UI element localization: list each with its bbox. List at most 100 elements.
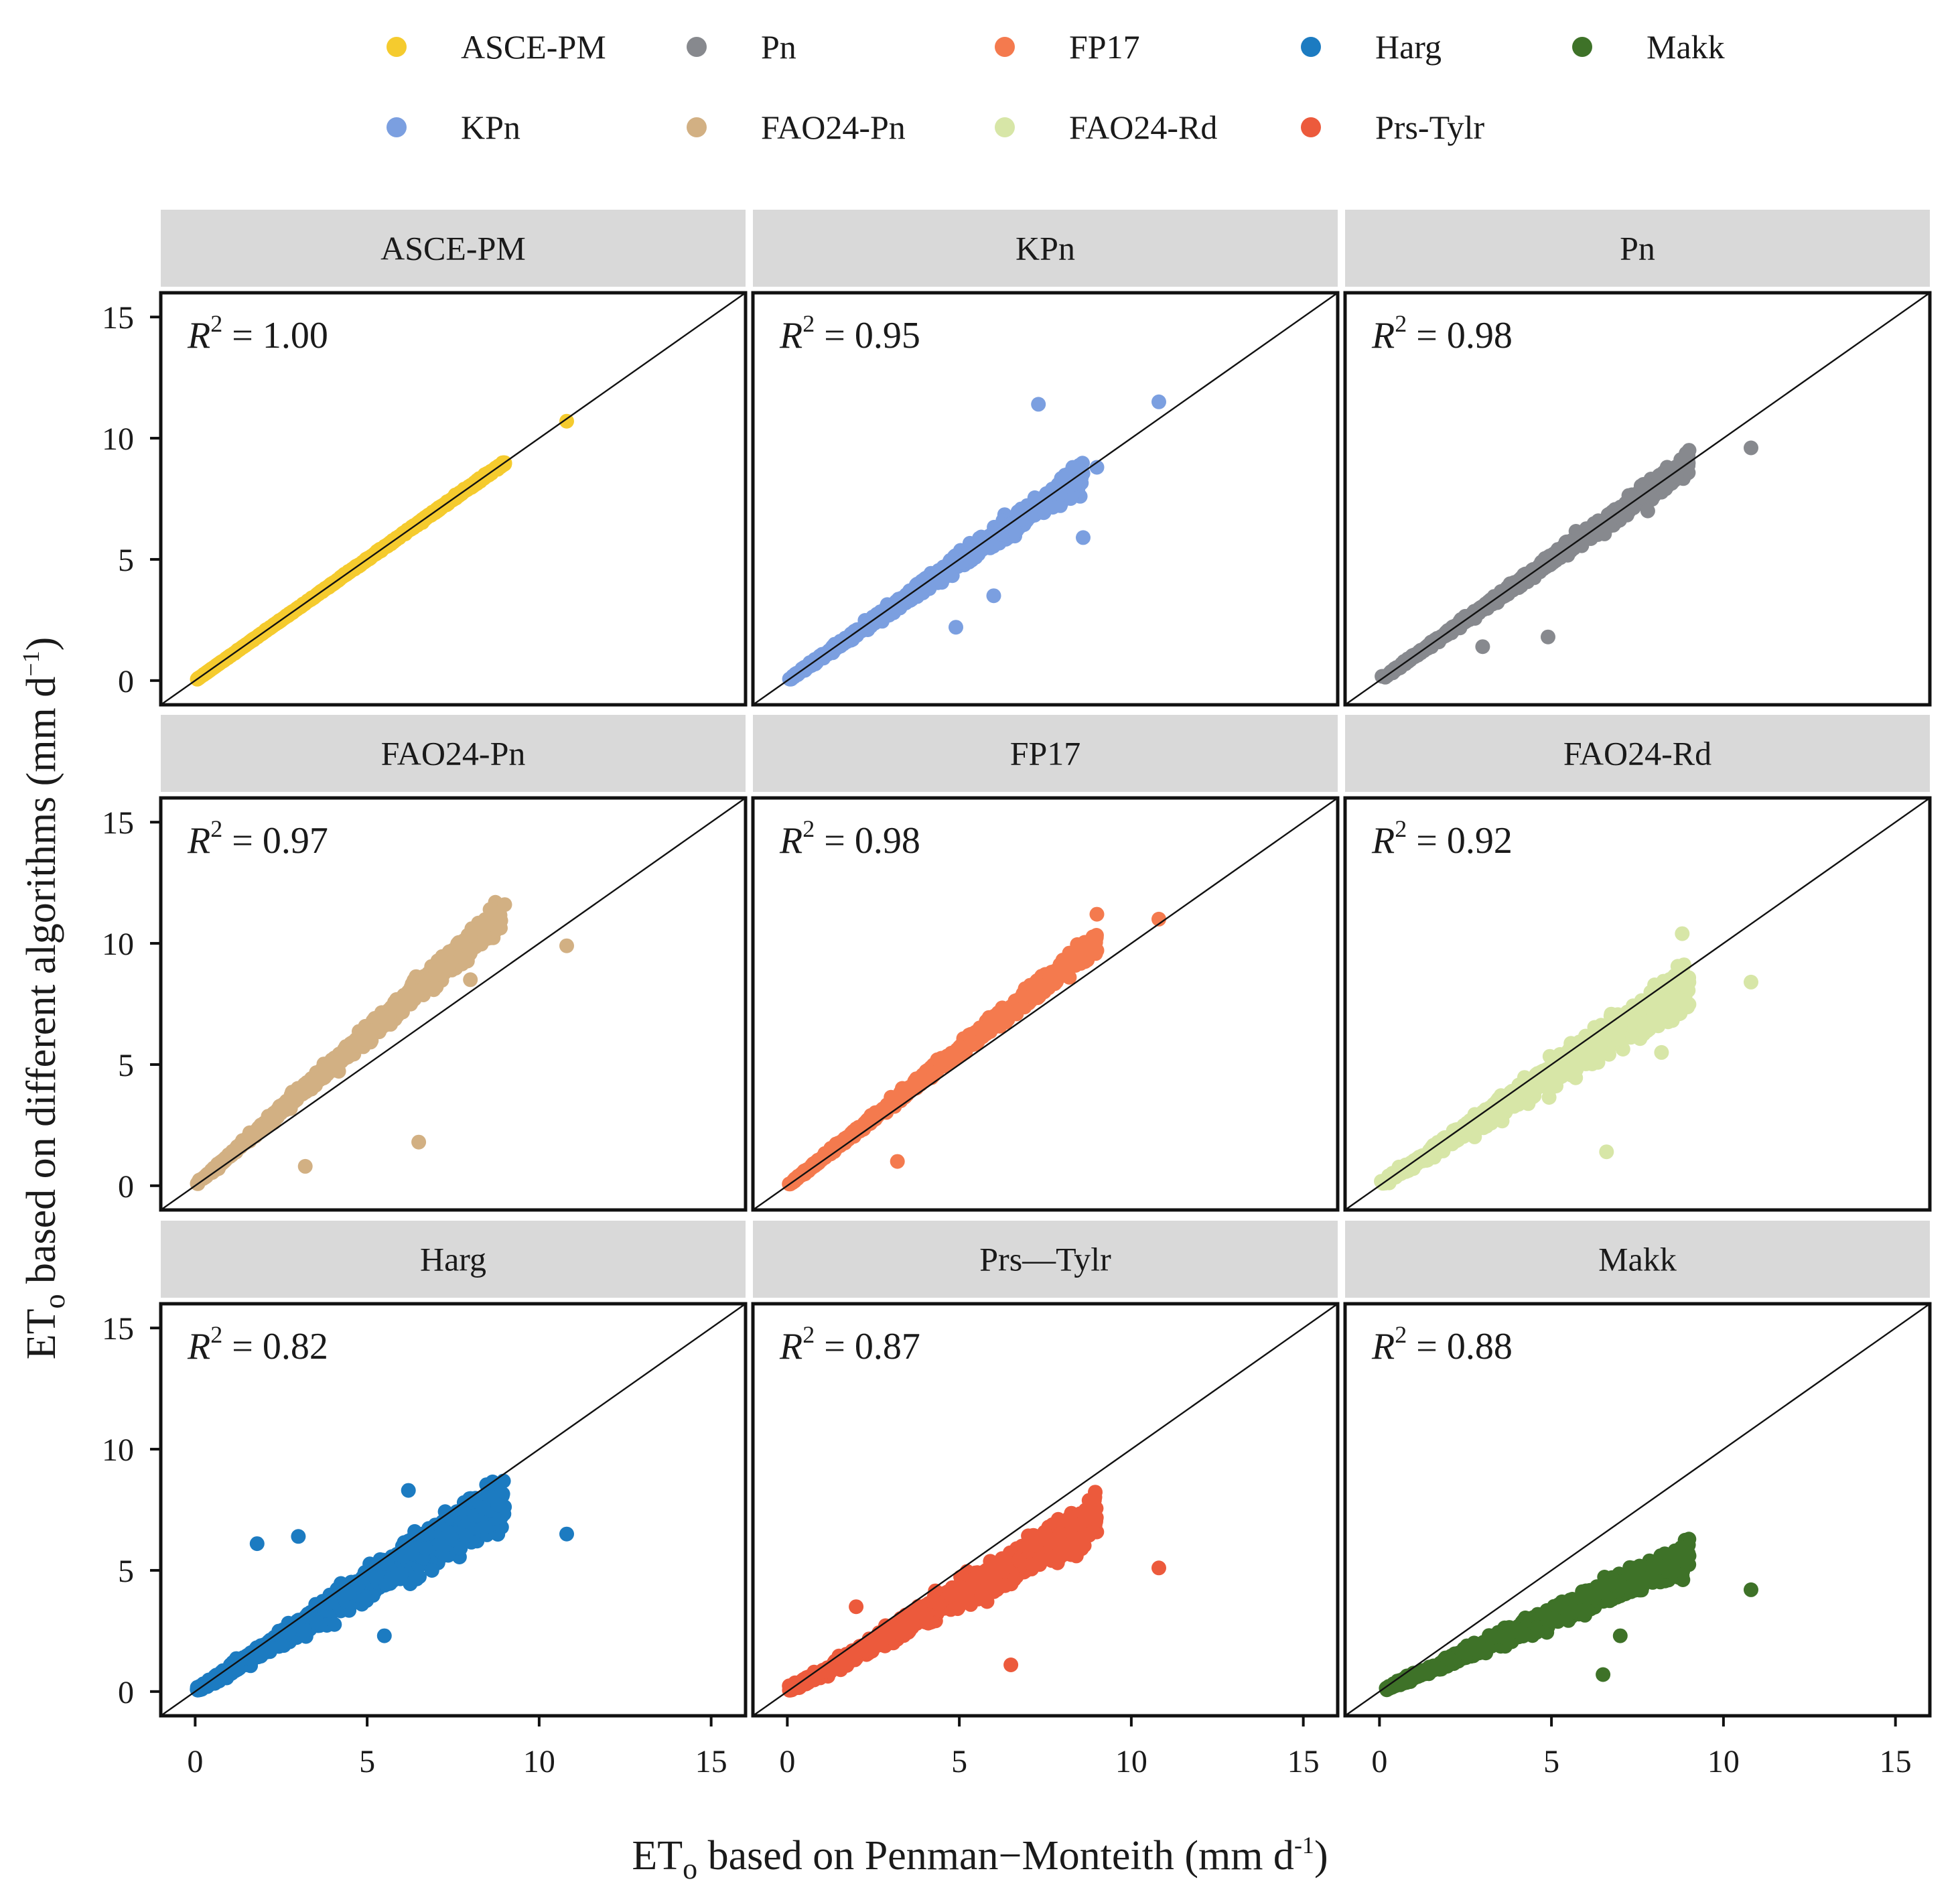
r-squared-label: R2 = 1.00 xyxy=(187,310,328,356)
legend-label: FP17 xyxy=(1069,28,1140,66)
panel-strip xyxy=(753,715,1338,792)
data-point xyxy=(915,1073,930,1088)
data-point xyxy=(1151,911,1166,927)
r-squared-label: R2 = 0.98 xyxy=(1371,310,1513,356)
scatter-panel: ASCE-PM R2 = 1.00 0 5 10 15 xyxy=(102,210,748,707)
panel-strip xyxy=(161,210,746,287)
legend-label: Prs-Tylr xyxy=(1375,109,1485,146)
scatter-panel: Pn R2 = 0.98 xyxy=(1343,210,1932,707)
data-point xyxy=(302,1076,318,1091)
panel-frame xyxy=(1343,291,1932,707)
legend-item: FAO24-Pn xyxy=(687,109,906,146)
y-tick-label: 5 xyxy=(118,543,134,578)
data-point xyxy=(891,1093,906,1108)
legend-marker xyxy=(995,117,1015,137)
y-tick-label: 15 xyxy=(102,300,134,336)
panel-strip xyxy=(753,210,1338,287)
data-point xyxy=(1640,503,1655,519)
data-point xyxy=(890,1154,905,1169)
data-point xyxy=(1089,906,1105,922)
legend-label: FAO24-Rd xyxy=(1069,109,1217,146)
data-point xyxy=(379,1015,395,1030)
panel-frame xyxy=(159,796,748,1212)
data-point xyxy=(983,1014,999,1030)
legend-marker xyxy=(687,117,707,137)
y-tick-label: 0 xyxy=(118,664,134,699)
data-point xyxy=(404,988,419,1003)
one-to-one-line xyxy=(160,292,746,705)
legend-marker xyxy=(387,117,407,137)
panel-title: FAO24-Pn xyxy=(381,735,526,772)
data-point xyxy=(1008,524,1023,539)
panel-strip xyxy=(1345,715,1930,792)
legend-label: Pn xyxy=(761,28,796,66)
data-point xyxy=(1669,467,1684,482)
data-point xyxy=(440,961,456,977)
data-point xyxy=(297,1158,313,1174)
data-point xyxy=(1062,969,1077,985)
data-point xyxy=(471,915,486,931)
data-point xyxy=(1537,559,1552,574)
data-point xyxy=(1089,460,1105,475)
legend-label: Makk xyxy=(1647,28,1725,66)
data-point xyxy=(1076,942,1092,957)
y-tick-label: 0 xyxy=(118,1169,134,1205)
data-point xyxy=(395,1004,410,1019)
legend-label: Harg xyxy=(1375,28,1442,66)
data-point xyxy=(972,544,987,559)
data-point xyxy=(1038,494,1053,509)
data-point xyxy=(949,620,963,635)
legend-marker xyxy=(1301,117,1321,137)
one-to-one-line xyxy=(1344,292,1931,705)
panel-strip xyxy=(161,715,746,792)
scatter-points xyxy=(1375,440,1758,685)
data-point xyxy=(965,1034,980,1050)
data-point xyxy=(482,902,498,917)
y-tick-label: 10 xyxy=(102,927,134,962)
legend-label: KPn xyxy=(461,109,520,146)
data-point xyxy=(235,1136,250,1152)
legend-marker xyxy=(387,37,407,57)
y-tick-label: 10 xyxy=(102,421,134,457)
data-point xyxy=(995,1008,1010,1023)
data-point xyxy=(451,935,466,950)
data-point xyxy=(1681,443,1697,458)
data-point xyxy=(891,592,906,607)
legend-item: FP17 xyxy=(995,28,1140,66)
data-point xyxy=(1551,550,1567,565)
panel-title: KPn xyxy=(1016,230,1075,267)
legend-item: Makk xyxy=(1572,28,1725,66)
data-point xyxy=(1565,541,1580,556)
data-point xyxy=(428,963,443,978)
data-point xyxy=(1744,440,1758,456)
panel-title: ASCE-PM xyxy=(380,230,526,267)
panel-title: Pn xyxy=(1620,230,1655,267)
data-point xyxy=(559,938,574,953)
data-point xyxy=(1151,394,1166,409)
panel-title: FAO24-Rd xyxy=(1563,735,1711,772)
data-point xyxy=(497,897,512,912)
legend-marker xyxy=(995,37,1015,57)
data-point xyxy=(933,1056,949,1071)
data-point xyxy=(249,1124,265,1140)
data-point xyxy=(411,1134,427,1150)
data-point xyxy=(955,1042,970,1058)
data-point xyxy=(1541,629,1555,645)
data-point xyxy=(1032,988,1047,1003)
data-point xyxy=(463,972,478,988)
scatter-points xyxy=(190,894,574,1191)
data-point xyxy=(837,1131,853,1146)
one-to-one-line xyxy=(160,797,746,1211)
y-tick-label: 15 xyxy=(102,805,134,841)
data-point xyxy=(1076,530,1091,545)
data-point xyxy=(1616,508,1632,523)
data-point xyxy=(875,1101,890,1117)
data-point xyxy=(477,929,492,944)
data-point xyxy=(1584,531,1599,546)
data-point xyxy=(278,1102,293,1118)
data-point xyxy=(340,1046,355,1062)
